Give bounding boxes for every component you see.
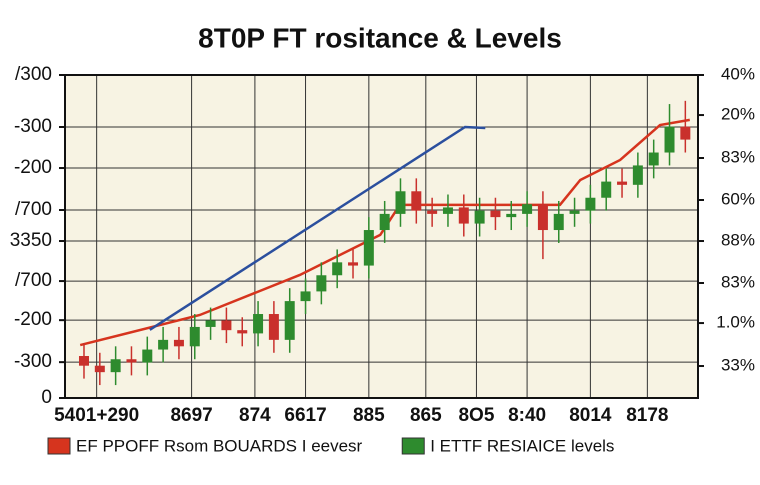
candle-body (680, 126, 691, 140)
candle-body (442, 207, 453, 214)
legend-swatch (401, 437, 425, 455)
candle-body (490, 210, 501, 218)
candle-body (221, 320, 232, 331)
candle-body (648, 152, 659, 166)
candle-body (632, 165, 643, 185)
x-tick-label: 874 (239, 405, 271, 426)
y-tick-label: /700 (15, 270, 52, 291)
candle-body (173, 339, 184, 347)
y2-tick-label: 83% (721, 147, 755, 166)
y-tick-label: -300 (14, 351, 52, 372)
candle-body (78, 356, 89, 366)
candle-body (537, 204, 548, 231)
x-tick-label: 5401+290 (54, 405, 139, 426)
y2-tick-label: 20% (721, 105, 755, 124)
candle-body (411, 191, 422, 211)
candle-body (110, 359, 121, 373)
y-tick-label: /300 (15, 64, 52, 85)
y2-tick-label: 83% (721, 272, 755, 291)
candle-body (379, 213, 390, 231)
candle-body (268, 314, 279, 340)
chart-title: 8T0P FT rositance & Levels (198, 22, 562, 53)
x-tick-label: 8O5 (458, 405, 494, 426)
legend-label: EF PPOFF Rsom BOUARDS I eevesr (76, 436, 363, 455)
legend-swatch (47, 437, 71, 455)
plot-area (65, 75, 698, 398)
candle-body (126, 359, 137, 363)
y-tick-label: -200 (14, 157, 52, 178)
x-tick-label: 865 (410, 405, 442, 426)
candle-body (601, 181, 612, 198)
candle-body (158, 339, 169, 350)
candle-body (142, 349, 153, 363)
legend-label: I ETTF RESIAICE levels (430, 436, 614, 455)
candle-body (94, 365, 105, 373)
y-tick-label: 0 (41, 387, 52, 408)
candle-body (617, 181, 628, 185)
candle-body (300, 291, 311, 302)
candle-body (458, 207, 469, 224)
candle-body (284, 301, 295, 340)
y2-tick-label: 60% (721, 189, 755, 208)
x-tick-label: 8:40 (508, 405, 546, 426)
x-tick-label: 8178 (626, 405, 668, 426)
candle-body (569, 210, 580, 214)
y2-tick-label: 40% (721, 64, 755, 83)
candle-body (506, 213, 517, 218)
candle-body (427, 210, 438, 214)
candle-body (553, 213, 564, 231)
y2-tick-label: 33% (721, 356, 755, 375)
candle-body (363, 230, 374, 266)
candle-body (395, 191, 406, 214)
candle-body (474, 210, 485, 224)
candle-body (348, 262, 359, 266)
candle-body (205, 320, 216, 327)
candle-body (664, 126, 675, 153)
x-tick-label: 885 (353, 405, 385, 426)
y2-tick-label: 1.0% (716, 313, 755, 332)
line-series (79, 118, 690, 347)
x-tick-label: 6617 (284, 405, 326, 426)
candle-body (332, 262, 343, 276)
candle-body (522, 204, 533, 214)
candle-body (585, 197, 596, 211)
x-tick-label: 8697 (170, 405, 212, 426)
candle-body (189, 326, 200, 347)
plot-frame (64, 74, 699, 399)
line-series (149, 125, 486, 331)
candle-body (237, 330, 248, 334)
y2-tick-label: 88% (721, 231, 755, 250)
x-tick-label: 8014 (569, 405, 612, 426)
candle-body (253, 314, 264, 334)
y-tick-label: /700 (15, 199, 52, 220)
y-tick-label: 3350 (10, 230, 52, 251)
candle-body (316, 275, 327, 292)
y-tick-label: -200 (14, 309, 52, 330)
y-tick-label: -300 (14, 116, 52, 137)
